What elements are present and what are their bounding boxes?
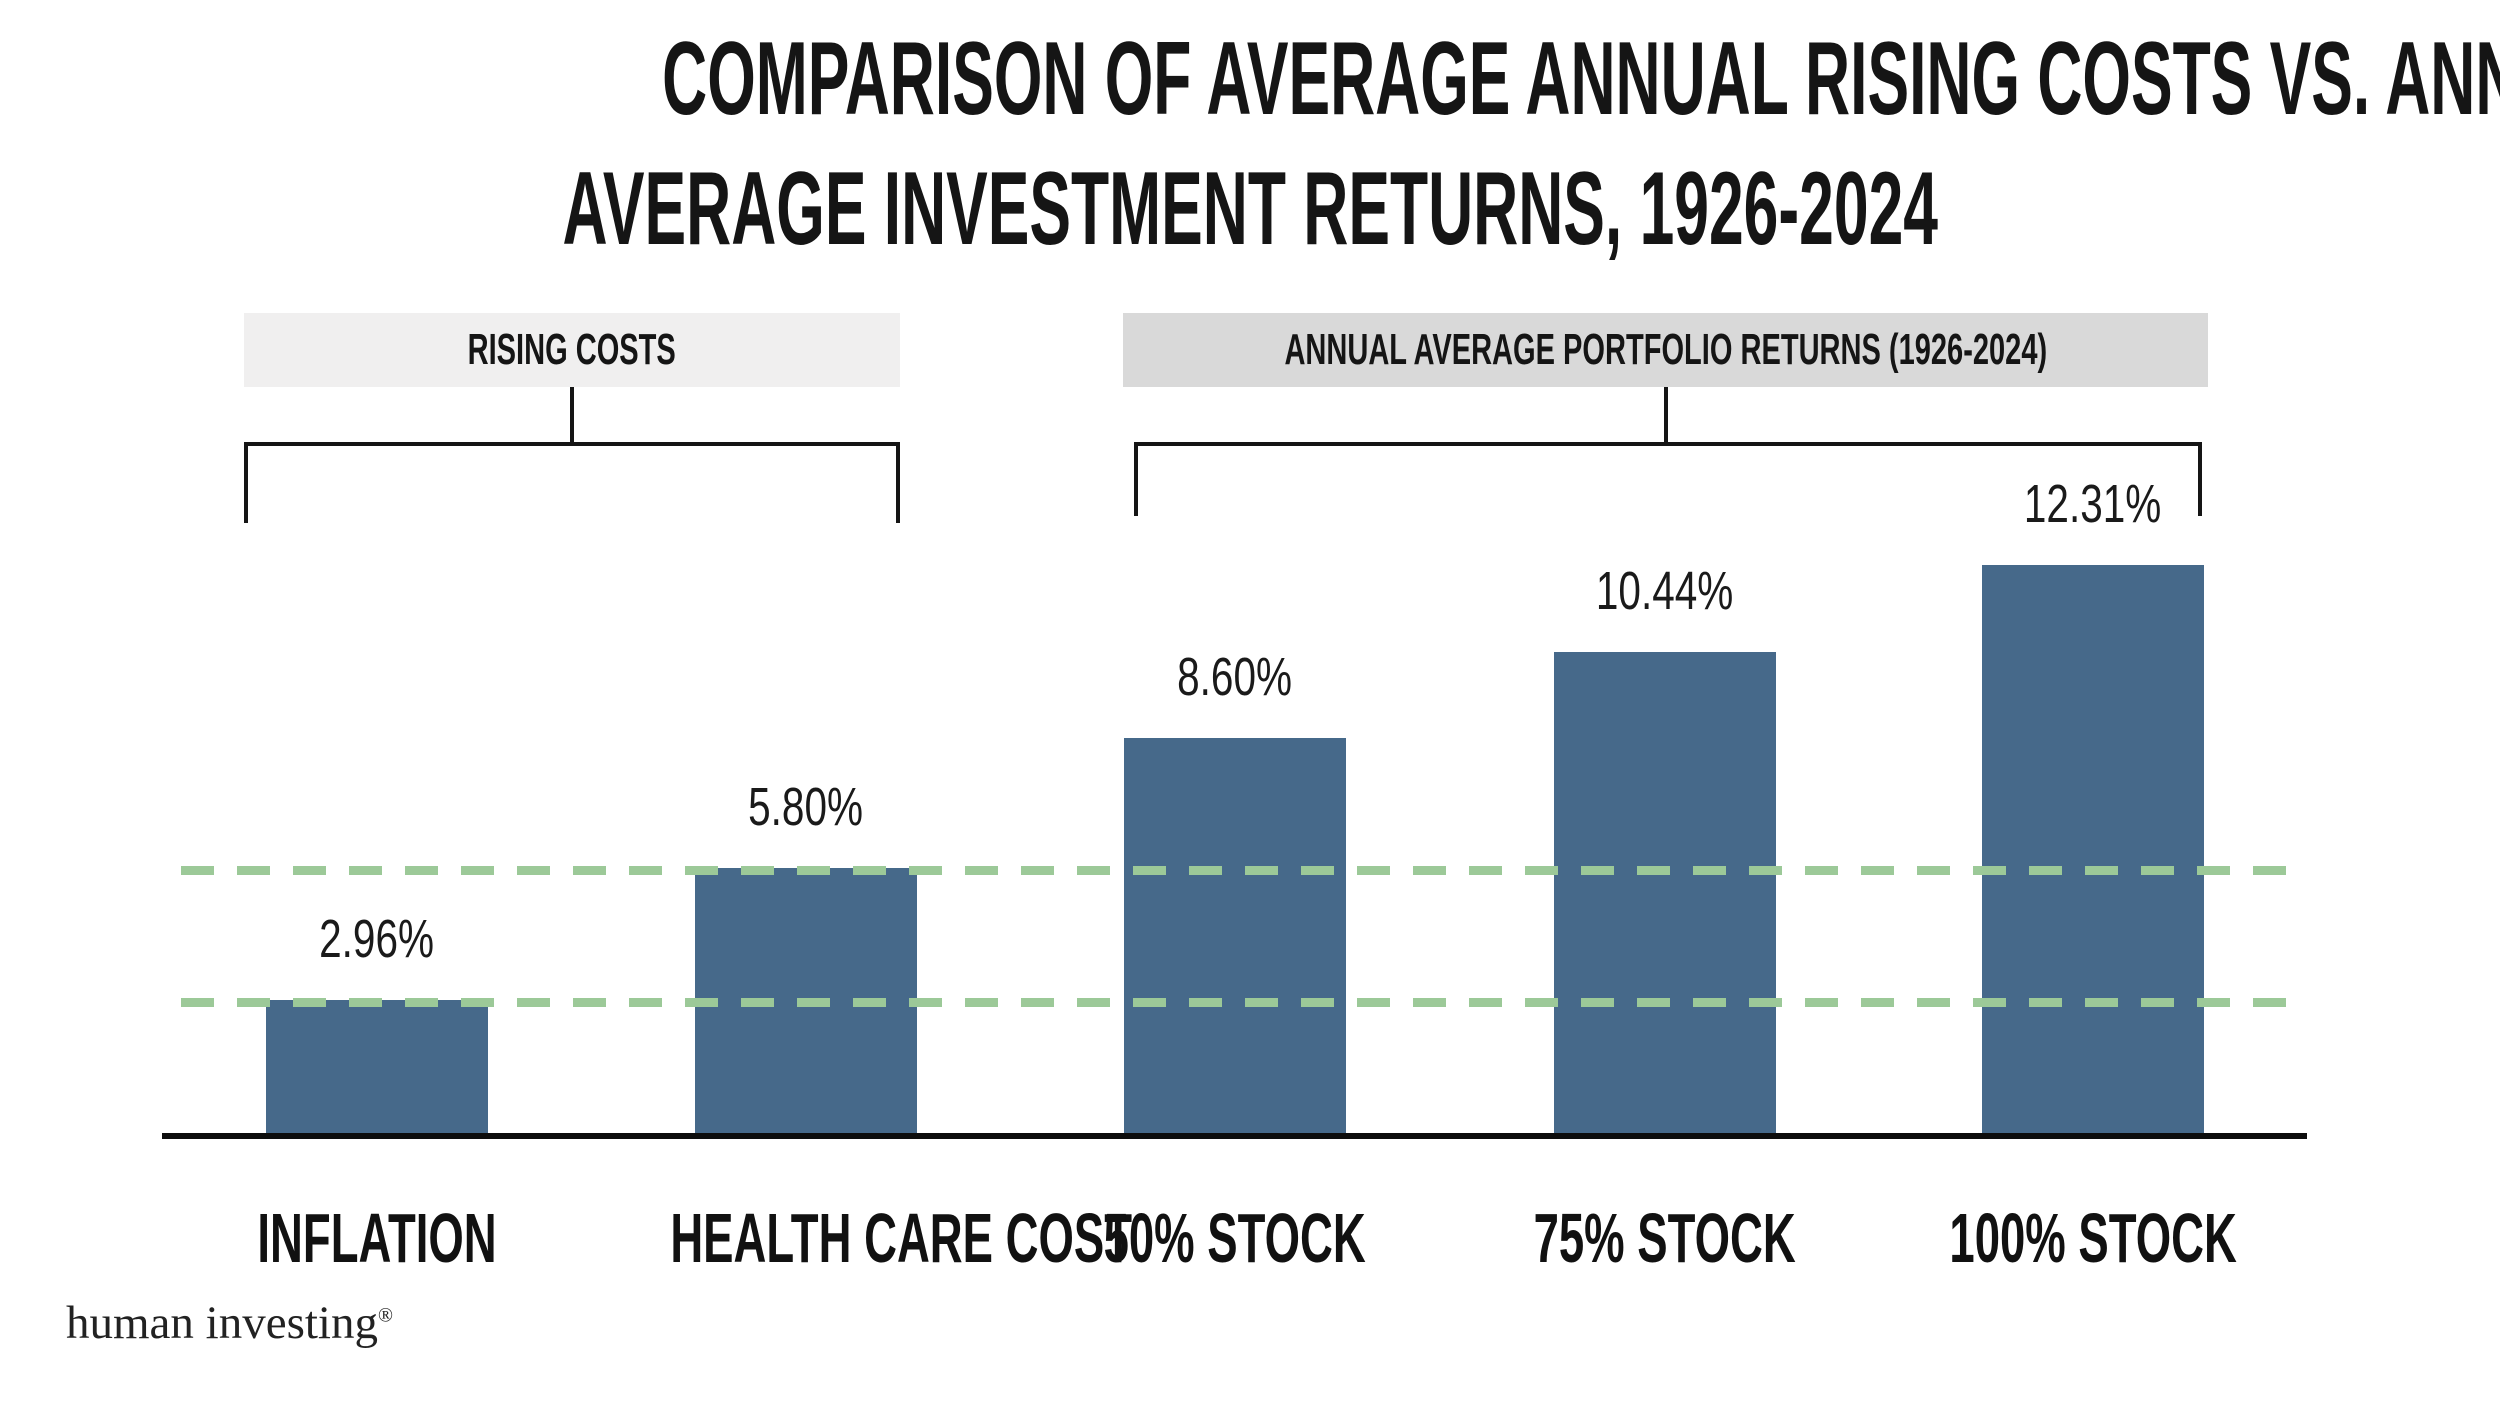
dashed-reference-line-inflation [181,998,2295,1007]
bracket-right-stem [1664,387,1668,442]
bracket-right-tick-a [1134,442,1138,516]
bar-value-label: 8.60% [1177,647,1293,707]
bar-100-stock [1982,565,2204,1138]
axis-label-50-stock: 50% STOCK [1103,1199,1367,1277]
bracket-right-hline [1134,442,2202,446]
bar-value-label: 12.31% [2024,474,2162,534]
bar-inflation [266,1000,488,1138]
axis-label-health-care-cost: HEALTH CARE COST [670,1199,1133,1277]
x-axis-line [162,1133,2307,1139]
logo-text: human investing [66,1297,378,1349]
bracket-left-tick-b [896,442,900,523]
bracket-left-hline [244,442,900,446]
axis-label-100-stock: 100% STOCK [1949,1199,2237,1277]
registered-trademark-symbol: ® [378,1304,394,1327]
bar-value-label: 2.96% [319,909,435,969]
bar-value-label: 10.44% [1596,561,1734,621]
bracket-left-stem [570,387,574,442]
dashed-reference-line-health-care [181,866,2295,875]
bracket-right-tick-b [2198,442,2202,516]
group-label-rising-costs-text: RISING COSTS [467,325,677,374]
group-label-portfolio-returns-text: ANNUAL AVERAGE PORTFOLIO RETURNS (1926-2… [1284,325,2047,374]
group-label-portfolio-returns: ANNUAL AVERAGE PORTFOLIO RETURNS (1926-2… [1123,313,2208,387]
axis-label-inflation: INFLATION [257,1199,497,1277]
bar-75-stock [1554,652,1776,1138]
axis-label-75-stock: 75% STOCK [1533,1199,1797,1277]
bar-50-stock [1124,738,1346,1138]
human-investing-logo: human investing® [66,1296,394,1350]
group-label-rising-costs: RISING COSTS [244,313,900,387]
bracket-left-tick-a [244,442,248,523]
title-line-1: COMPARISON OF AVERAGE ANNUAL RISING COST… [662,21,2500,137]
bar-value-label: 5.80% [748,777,864,837]
page-title: COMPARISON OF AVERAGE ANNUAL RISING COST… [0,14,2500,274]
title-line-2: AVERAGE INVESTMENT RETURNS, 1926-2024 [562,151,1938,267]
